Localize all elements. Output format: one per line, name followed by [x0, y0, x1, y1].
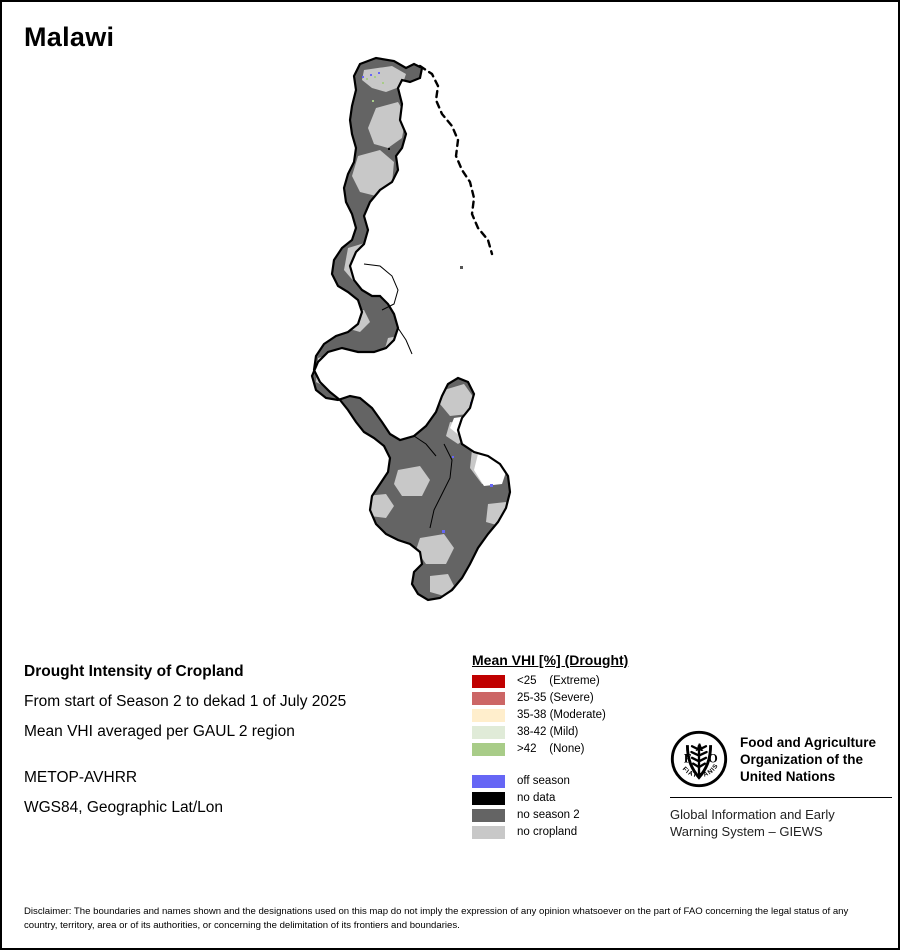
- malawi-map-svg: [310, 56, 512, 602]
- legend-spacer: [472, 758, 682, 773]
- legend-swatch-moderate: [472, 709, 505, 722]
- legend-item-no-data: no data: [472, 790, 682, 807]
- giews-line1: Global Information and Early: [670, 807, 835, 822]
- lake-islet-marker: [460, 266, 463, 269]
- page-title: Malawi: [24, 22, 115, 52]
- description-projection: WGS84, Geographic Lat/Lon: [24, 799, 224, 816]
- lake-boundary-dashed: [418, 64, 494, 256]
- legend-swatch-no-data: [472, 792, 505, 805]
- legend-label-no-cropland: no cropland: [517, 826, 578, 838]
- legend-title: Mean VHI [%] (Drought): [472, 652, 629, 668]
- description-metric: Mean VHI averaged per GAUL 2 region: [24, 723, 295, 740]
- legend-label-mild: 38-42 (Mild): [517, 726, 579, 738]
- legend-label-severe: 25-35 (Severe): [517, 692, 594, 704]
- legend-swatch-no-cropland: [472, 826, 505, 839]
- giews-name: Global Information and Early Warning Sys…: [670, 806, 892, 840]
- legend-item-no-season-2: no season 2: [472, 807, 682, 824]
- legend-swatch-severe: [472, 692, 505, 705]
- svg-text:O: O: [708, 751, 717, 765]
- country-outline: [310, 56, 512, 602]
- giews-line2: Warning System – GIEWS: [670, 824, 823, 839]
- legend-label-off-season: off season: [517, 775, 570, 787]
- admin-boundaries: [363, 263, 453, 529]
- svg-text:A: A: [696, 742, 704, 754]
- disclaimer-text: Disclaimer: The boundaries and names sho…: [24, 906, 849, 931]
- legend-swatch-mild: [472, 726, 505, 739]
- legend-item-moderate: 35-38 (Moderate): [472, 707, 682, 724]
- legend-item-no-cropland: no cropland: [472, 824, 682, 841]
- legend-label-moderate: 35-38 (Moderate): [517, 709, 606, 721]
- description-block: Drought Intensity of Cropland From start…: [24, 657, 454, 823]
- legend-item-mild: 38-42 (Mild): [472, 724, 682, 741]
- legend-label-no-season-2: no season 2: [517, 809, 580, 821]
- legend-item-severe: 25-35 (Severe): [472, 690, 682, 707]
- legend-item-extreme: <25 (Extreme): [472, 673, 682, 690]
- legend-swatch-extreme: [472, 675, 505, 688]
- legend-swatch-none: [472, 743, 505, 756]
- legend-label-none: >42 (None): [517, 743, 585, 755]
- legend-item-none: >42 (None): [472, 741, 682, 758]
- map-raster-layer: [312, 58, 510, 600]
- legend-label-extreme: <25 (Extreme): [517, 675, 600, 687]
- fao-name: Food and Agriculture Organization of the…: [740, 734, 876, 785]
- description-gap: [24, 747, 454, 763]
- fao-divider: [670, 797, 892, 798]
- fao-name-line2: Organization of the: [740, 751, 863, 767]
- fao-header: F A O FIAT PANIS Food and Agriculture Or…: [670, 730, 892, 788]
- legend-swatch-no-season-2: [472, 809, 505, 822]
- description-period: From start of Season 2 to dekad 1 of Jul…: [24, 693, 347, 710]
- description-sensor: METOP-AVHRR: [24, 769, 138, 786]
- fao-branding: F A O FIAT PANIS Food and Agriculture Or…: [670, 730, 892, 840]
- description-heading: Drought Intensity of Cropland: [24, 663, 244, 680]
- fao-name-line3: United Nations: [740, 768, 836, 784]
- map-graphic[interactable]: [302, 52, 632, 632]
- legend: Mean VHI [%] (Drought) <25 (Extreme) 25-…: [472, 652, 682, 841]
- fao-name-line1: Food and Agriculture: [740, 734, 876, 750]
- legend-swatch-off-season: [472, 775, 505, 788]
- fao-logo-icon: F A O FIAT PANIS: [670, 730, 728, 788]
- legend-label-no-data: no data: [517, 792, 556, 804]
- svg-text:F: F: [684, 751, 691, 765]
- legend-item-off-season: off season: [472, 773, 682, 790]
